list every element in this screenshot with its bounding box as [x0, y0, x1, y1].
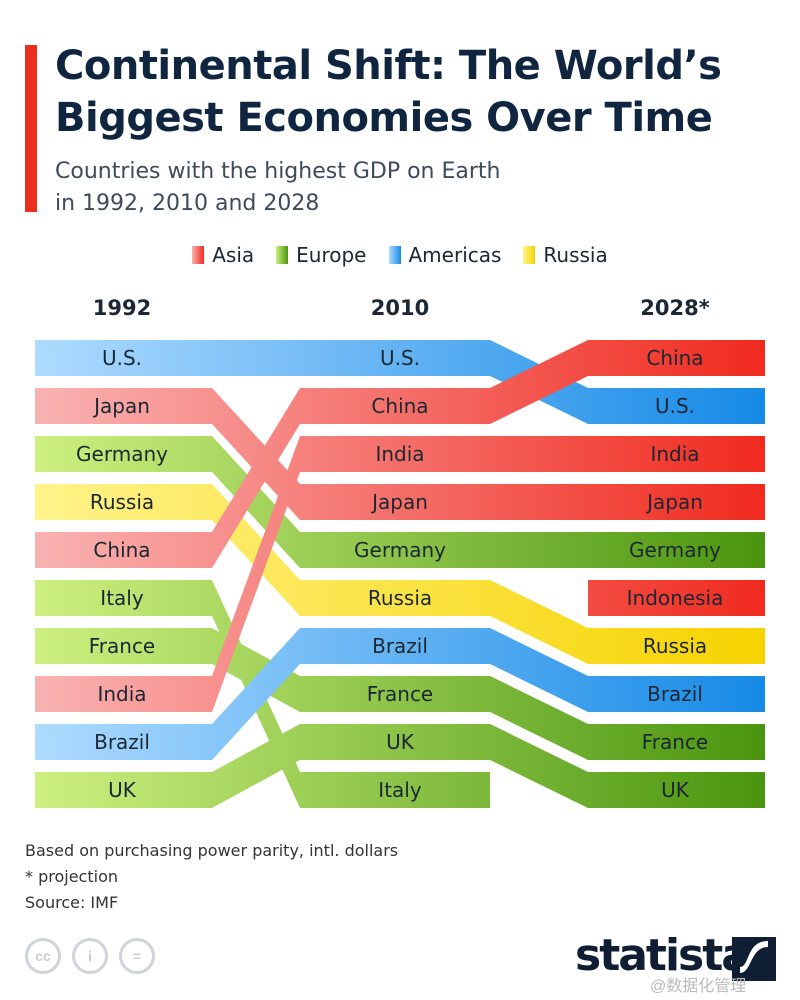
band-uk — [35, 724, 765, 808]
note-projection: * projection — [25, 867, 118, 886]
band-japan — [35, 388, 765, 520]
country-label: India — [650, 442, 699, 466]
country-label: Italy — [100, 586, 144, 610]
country-label: Russia — [90, 490, 154, 514]
country-label: France — [642, 730, 709, 754]
country-label: Italy — [378, 778, 422, 802]
statista-logo-mark-icon — [732, 937, 776, 981]
country-label: France — [367, 682, 434, 706]
legend-item-europe: Europe — [276, 243, 367, 267]
country-label: Brazil — [372, 634, 428, 658]
band-india — [35, 436, 765, 712]
country-label: U.S. — [380, 346, 420, 370]
country-label: UK — [108, 778, 137, 802]
country-label: Germany — [354, 538, 446, 562]
country-label: Brazil — [94, 730, 150, 754]
subtitle-line-2: in 1992, 2010 and 2028 — [55, 191, 320, 216]
country-label: UK — [386, 730, 415, 754]
no-derivatives-icon[interactable]: = — [119, 938, 155, 974]
country-label: UK — [661, 778, 690, 802]
country-label: Brazil — [647, 682, 703, 706]
band-brazil — [35, 628, 765, 760]
accent-bar — [25, 45, 37, 212]
legend-swatch — [192, 246, 205, 264]
country-label: India — [375, 442, 424, 466]
watermark: @数据化管理 — [650, 978, 747, 995]
country-label: Russia — [643, 634, 707, 658]
country-label: U.S. — [102, 346, 142, 370]
note-ppp: Based on purchasing power parity, intl. … — [25, 841, 399, 860]
country-label: India — [97, 682, 146, 706]
legend-label: Europe — [296, 243, 367, 267]
country-label: China — [371, 394, 428, 418]
country-label: U.S. — [655, 394, 695, 418]
column-header-2028: 2028* — [640, 296, 709, 320]
legend-swatch — [388, 246, 401, 264]
footnotes: Based on purchasing power parity, intl. … — [25, 838, 398, 916]
band-russia — [35, 484, 765, 664]
band-indonesia — [588, 580, 765, 616]
legend-label: Asia — [212, 243, 255, 267]
country-label: Indonesia — [627, 586, 724, 610]
legend-label: Americas — [408, 243, 502, 267]
attribution-icon[interactable]: i — [72, 938, 108, 974]
subtitle-line-1: Countries with the highest GDP on Earth — [55, 159, 501, 184]
country-label: France — [89, 634, 156, 658]
legend-item-russia: Russia — [523, 243, 608, 267]
column-header-1992: 1992 — [93, 296, 151, 320]
statista-logo[interactable]: statista — [575, 930, 751, 981]
legend-item-asia: Asia — [192, 243, 254, 267]
band-germany — [35, 436, 765, 568]
country-label: China — [93, 538, 150, 562]
cc-license-icon[interactable]: cc — [25, 938, 61, 974]
country-label: Germany — [76, 442, 168, 466]
note-source: Source: IMF — [25, 893, 119, 912]
legend: Asia Europe Americas Russia — [0, 243, 800, 267]
band-china — [35, 340, 765, 568]
country-label: Japan — [92, 394, 150, 418]
country-label: Russia — [368, 586, 432, 610]
chart-title: Continental Shift: The World’s Biggest E… — [55, 43, 722, 141]
column-header-2010: 2010 — [371, 296, 429, 320]
country-label: Germany — [629, 538, 721, 562]
country-label: Japan — [370, 490, 428, 514]
legend-label: Russia — [543, 243, 608, 267]
legend-swatch — [276, 246, 289, 264]
legend-swatch — [523, 246, 536, 264]
band-us — [35, 340, 765, 424]
bump-chart: 1992 2010 2028* U.S. U.S. U.S. Japan Japan Japan… — [35, 296, 765, 808]
legend-item-americas: Americas — [388, 243, 502, 267]
country-label: China — [646, 346, 703, 370]
country-label: Japan — [645, 490, 703, 514]
chart-subtitle: Countries with the highest GDP on Earth … — [55, 156, 755, 220]
